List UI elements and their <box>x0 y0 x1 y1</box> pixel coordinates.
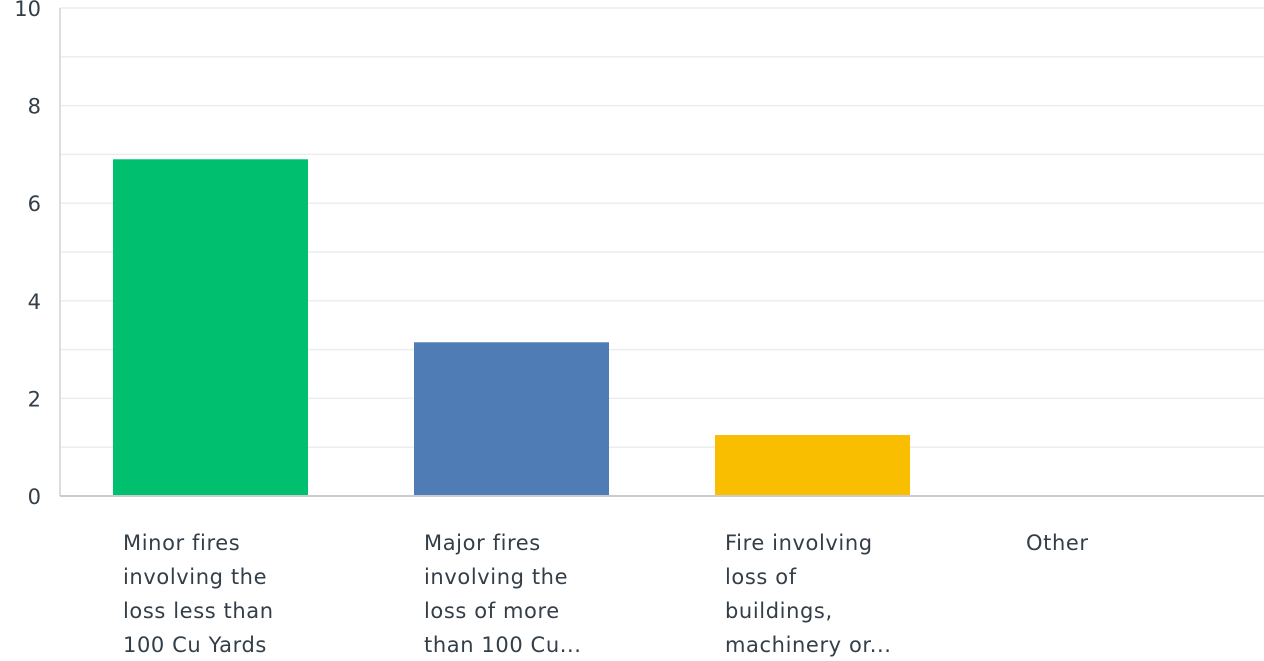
x-tick-label-line: involving the <box>424 565 568 589</box>
x-tick-label-line: Other <box>1026 531 1089 555</box>
x-tick-label-line: machinery or... <box>725 633 892 657</box>
y-tick-label: 2 <box>28 387 41 411</box>
y-tick-label: 8 <box>28 95 41 119</box>
x-tick-label: Minor fires involving the loss less than 10… <box>123 531 274 657</box>
bar <box>113 159 308 496</box>
y-axis-ticks: 0 2 4 6 8 10 <box>14 0 41 509</box>
x-tick-label-line: loss of <box>725 565 797 589</box>
x-tick-label-line: Fire involving <box>725 531 873 555</box>
x-tick-label-line: buildings, <box>725 599 833 623</box>
bar <box>414 342 609 496</box>
x-tick-label: Major fires involving the loss of more than… <box>424 531 582 657</box>
x-tick-label-line: loss less than <box>123 599 274 623</box>
x-tick-label-line: loss of more <box>424 599 560 623</box>
x-tick-label-line: Major fires <box>424 531 541 555</box>
x-tick-label: Other <box>1026 531 1089 555</box>
x-tick-label-line: than 100 Cu... <box>424 633 582 657</box>
bars <box>113 159 910 496</box>
x-axis-labels: Minor fires involving the loss less than 10… <box>123 531 1089 657</box>
x-tick-label: Fire involving loss of buildings, machinery… <box>725 531 892 657</box>
y-tick-label: 10 <box>14 0 41 21</box>
y-tick-label: 6 <box>28 192 41 216</box>
y-tick-label: 0 <box>28 485 41 509</box>
x-tick-label-line: involving the <box>123 565 267 589</box>
bar <box>715 435 910 496</box>
y-tick-label: 4 <box>28 290 41 314</box>
x-tick-label-line: 100 Cu Yards <box>123 633 267 657</box>
x-tick-label-line: Minor fires <box>123 531 240 555</box>
